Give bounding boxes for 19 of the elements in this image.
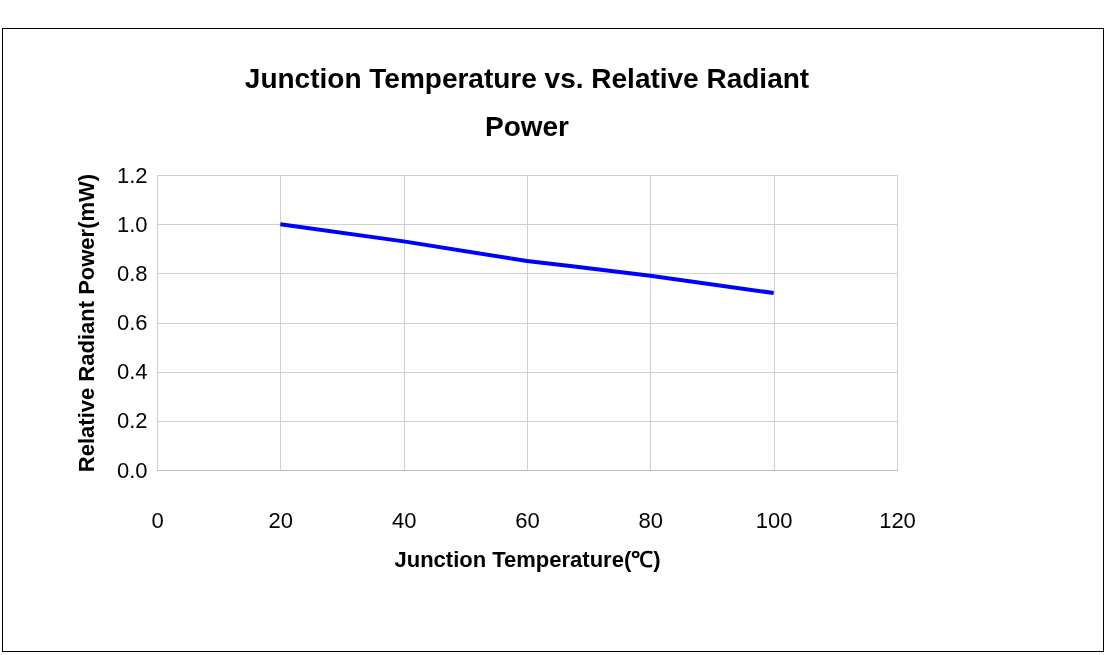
y-axis-title: Relative Radiant Power(mW) [73, 173, 99, 473]
y-tick-label: 0.6 [116, 310, 148, 335]
y-tick-label: 0.4 [116, 359, 148, 385]
x-tick-label: 100 [755, 507, 793, 533]
line-series [278, 222, 776, 295]
y-tick-label: 0.2 [116, 408, 148, 434]
x-tick-label: 40 [391, 507, 417, 533]
x-tick-label: 80 [638, 507, 664, 533]
x-axis-title: Junction Temperature(℃) [394, 546, 661, 572]
y-tick-label: 1.0 [116, 211, 148, 237]
x-tick-label: 120 [879, 507, 916, 533]
text: Junction Temperature vs. Relative Radiant [244, 63, 810, 94]
x-tick-label: 20 [268, 507, 294, 533]
text: Power [484, 111, 570, 142]
x-tick-label: 0 [151, 507, 164, 533]
y-tick-label: 1.2 [116, 162, 148, 188]
y-tick-label: 0.0 [116, 457, 148, 483]
y-tick-label: 0.8 [116, 260, 148, 286]
x-tick-label: 60 [515, 507, 540, 533]
